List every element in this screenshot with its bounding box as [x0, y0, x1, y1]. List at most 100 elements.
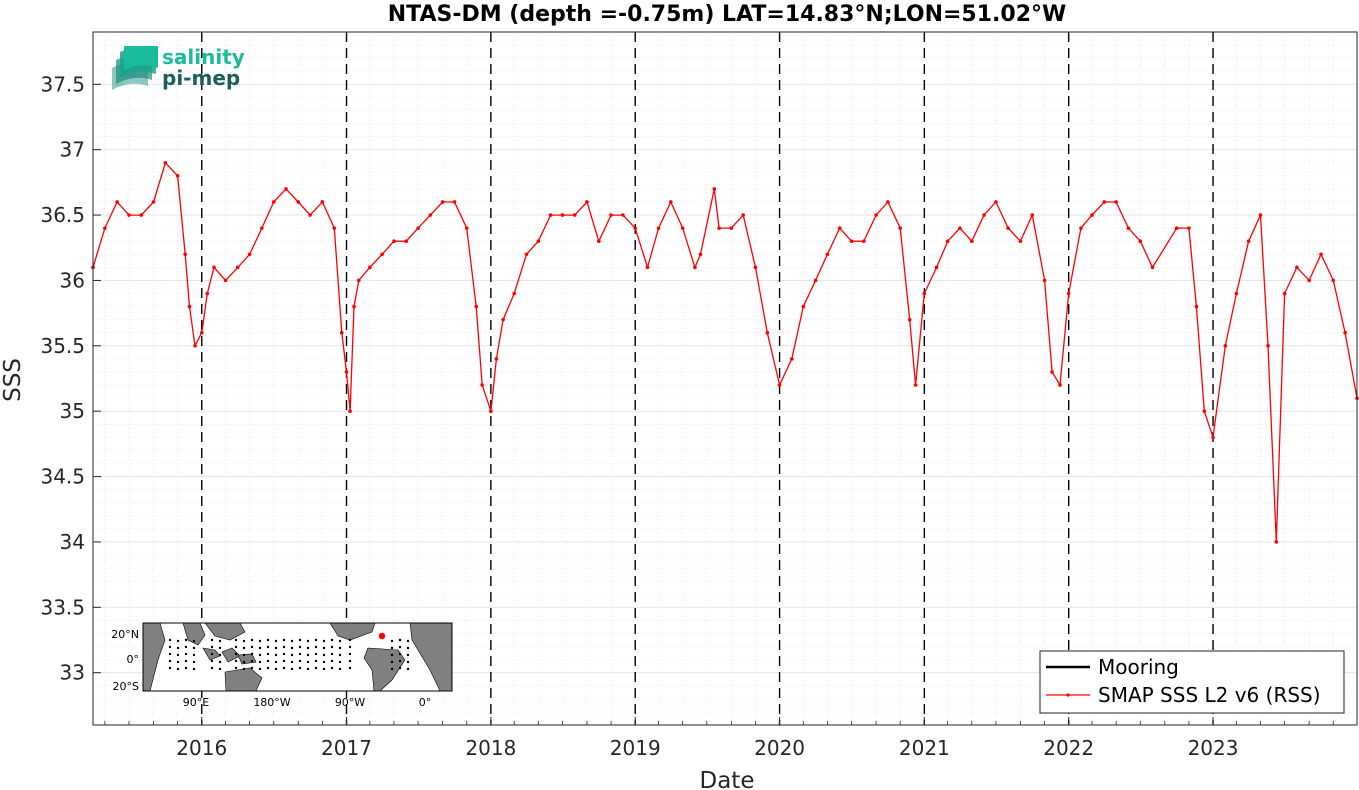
- smap-sss-point: [1050, 370, 1054, 374]
- inset-mooring-dot: [390, 653, 394, 657]
- inset-mooring-dot: [184, 666, 188, 670]
- y-axis-label: SSS: [0, 358, 26, 402]
- smap-sss-point: [1030, 213, 1035, 217]
- smap-sss-point: [205, 291, 210, 296]
- plot-area: 2016 2017 2018 2019 2020 2021 2022 2023 3333.53…: [40, 31, 1359, 760]
- inset-mooring-dot: [234, 659, 238, 663]
- year-divider-lines: [201, 32, 1214, 725]
- smap-sss-point: [572, 213, 577, 217]
- inset-mooring-dot: [314, 659, 318, 663]
- series-layer: [91, 160, 1359, 544]
- smap-sss-point: [958, 226, 962, 230]
- smap-sss-point: [296, 200, 301, 204]
- smap-sss-point: [874, 213, 878, 217]
- inset-mooring-dot: [290, 646, 294, 650]
- inset-mooring-dot: [242, 653, 246, 657]
- smap-sss-point: [348, 409, 352, 413]
- inset-mooring-dot: [406, 667, 410, 671]
- smap-sss-point: [193, 344, 197, 348]
- inset-mooring-dots: [168, 638, 410, 671]
- smap-sss-point: [698, 252, 703, 257]
- inset-mooring-dot: [274, 660, 278, 664]
- smap-sss-point: [284, 187, 288, 191]
- smap-sss-point: [163, 160, 168, 165]
- inset-mooring-dot: [330, 638, 334, 642]
- smap-sss-point: [151, 200, 156, 204]
- inset-mooring-dot: [234, 666, 238, 670]
- inset-mooring-dot: [184, 638, 188, 642]
- inset-mooring-dot: [290, 639, 294, 643]
- smap-sss-point: [536, 239, 541, 244]
- y-tick-label: 37.5: [40, 72, 85, 96]
- inset-mooring-dot: [168, 638, 172, 642]
- inset-lon-label-90w: 90°W: [335, 696, 365, 709]
- y-tick-label: 36.5: [40, 203, 85, 227]
- plot-frame: [92, 31, 1358, 726]
- smap-sss-point: [1202, 409, 1207, 413]
- inset-mooring-dot: [176, 660, 180, 664]
- smap-sss-point: [790, 357, 794, 361]
- smap-sss-point: [898, 226, 903, 230]
- y-tick-label: 34.5: [40, 465, 85, 489]
- inset-mooring-dot: [306, 667, 310, 671]
- inset-mooring-dot: [250, 659, 254, 663]
- smap-sss-point: [127, 213, 131, 217]
- inset-mooring-dot: [266, 652, 270, 656]
- smap-sss-point: [308, 213, 312, 217]
- inset-mooring-dot: [210, 638, 214, 642]
- inset-mooring-dot: [398, 652, 402, 656]
- smap-sss-point: [1234, 291, 1239, 296]
- inset-mooring-dot: [398, 638, 402, 642]
- inset-mooring-dot: [282, 652, 286, 656]
- smap-sss-point: [1114, 200, 1118, 204]
- x-tick-label: 2020: [754, 736, 805, 760]
- x-tick-label: 2019: [610, 736, 661, 760]
- inset-mooring-dot: [282, 638, 286, 642]
- inset-lon-label-90e: 90°E: [183, 696, 209, 709]
- inset-mooring-dot: [348, 659, 352, 663]
- inset-mooring-dot: [348, 666, 352, 670]
- inset-mooring-dot: [406, 646, 410, 650]
- inset-mooring-dot: [168, 645, 172, 649]
- inset-mooring-dot: [192, 639, 196, 643]
- smap-sss-point: [994, 200, 998, 204]
- smap-sss-point: [440, 200, 445, 204]
- inset-mooring-dot: [250, 652, 254, 656]
- logo-line1: salinity: [162, 45, 245, 69]
- inset-mooring-dot: [298, 638, 302, 642]
- smap-sss-point: [934, 265, 939, 270]
- inset-mooring-dot: [322, 660, 326, 664]
- inset-mooring-dot: [338, 639, 342, 643]
- smap-sss-point: [1307, 278, 1311, 283]
- x-tick-label: 2023: [1188, 736, 1239, 760]
- x-axis-ticks: 2016 2017 2018 2019 2020 2021 2022 2023: [104, 717, 1334, 760]
- smap-sss-point: [1211, 435, 1215, 440]
- smap-sss-point: [777, 383, 782, 387]
- inset-mooring-dot: [176, 653, 180, 657]
- smap-sss-point: [1331, 278, 1336, 283]
- inset-mooring-dot: [348, 652, 352, 656]
- smap-sss-point: [693, 265, 697, 270]
- smap-sss-point: [235, 265, 240, 270]
- inset-mooring-dot: [298, 645, 302, 649]
- inset-mooring-dot: [234, 638, 238, 642]
- inset-mooring-dot: [298, 666, 302, 670]
- x-tick-label: 2022: [1043, 736, 1094, 760]
- smap-sss-point: [524, 252, 529, 257]
- smap-sss-line: [92, 161, 1358, 542]
- y-tick-label: 34: [60, 530, 85, 554]
- inset-mooring-dot: [330, 652, 334, 656]
- inset-mooring-dot: [282, 659, 286, 663]
- inset-mooring-dot: [274, 639, 278, 643]
- inset-mooring-dot: [306, 653, 310, 657]
- inset-mooring-dot: [258, 646, 262, 650]
- smap-sss-point: [1319, 252, 1323, 257]
- smap-sss-point: [907, 317, 912, 322]
- x-tick-label: 2016: [176, 736, 227, 760]
- plot-background: [93, 32, 1357, 725]
- inset-mooring-dot: [338, 667, 342, 671]
- smap-sss-point: [356, 278, 361, 283]
- inset-mooring-dot: [338, 660, 342, 664]
- smap-sss-point: [480, 383, 484, 387]
- smap-sss-point: [1079, 226, 1083, 230]
